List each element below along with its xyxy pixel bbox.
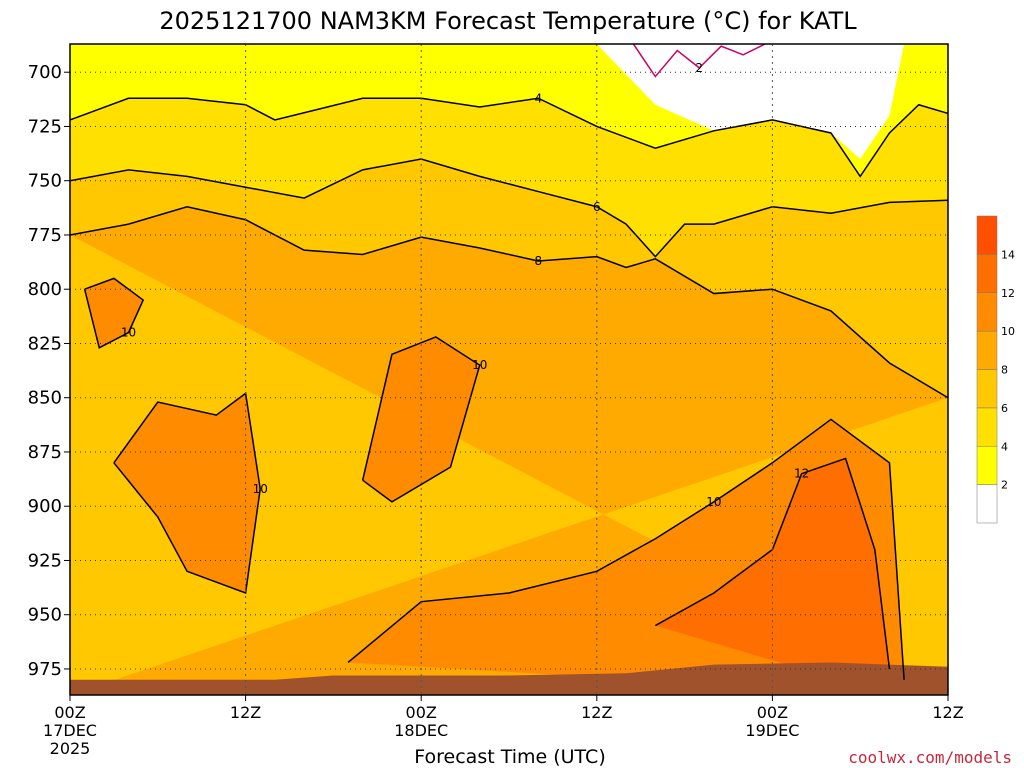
credit-text: coolwx.com/models xyxy=(848,748,1012,767)
x-tick-date: 18DEC xyxy=(394,721,448,740)
colorbar-segment xyxy=(976,407,998,447)
axes: 70072575077580082585087590092595097500Z1… xyxy=(28,43,964,758)
contour-label-12: 12 xyxy=(794,467,809,481)
y-tick-label: 700 xyxy=(28,62,62,83)
band-12-14 xyxy=(655,458,890,695)
colorbar-segment xyxy=(976,369,998,409)
contour-line-10 xyxy=(113,392,261,595)
contour-line-12 xyxy=(654,457,891,670)
contour-label-10: 10 xyxy=(121,326,136,340)
colorbar-tick-label: 6 xyxy=(1001,402,1008,415)
x-tick-label: 00Z xyxy=(406,703,437,722)
colorbar-tick-label: 8 xyxy=(1001,364,1008,377)
y-tick-label: 975 xyxy=(28,659,62,680)
x-tick-label: 12Z xyxy=(230,703,261,722)
y-tick-label: 925 xyxy=(28,550,62,571)
x-tick-label: 00Z xyxy=(54,703,85,722)
colorbar-tick-label: 12 xyxy=(1001,287,1015,300)
colorbar-tick-label: 14 xyxy=(1001,248,1015,261)
y-tick-label: 900 xyxy=(28,496,62,517)
chart-title: 2025121700 NAM3KM Forecast Temperature (… xyxy=(159,7,857,35)
contour-label-4: 4 xyxy=(534,91,542,105)
contour-line-10 xyxy=(83,277,145,349)
colorbar-segment xyxy=(976,330,998,370)
colorbar-segment xyxy=(976,215,998,255)
contour-line-10 xyxy=(361,336,481,503)
contour-line-10 xyxy=(347,418,905,680)
band-below-2 xyxy=(596,44,905,160)
colorbar-segment xyxy=(976,292,998,332)
contour-label-2: 2 xyxy=(695,61,703,75)
contour-line-8 xyxy=(69,205,949,399)
x-tick-label: 12Z xyxy=(932,703,963,722)
y-tick-label: 875 xyxy=(28,442,62,463)
x-tick-year: 2025 xyxy=(50,739,91,758)
contour-line-2 xyxy=(632,43,766,78)
contour-line-6 xyxy=(69,158,949,258)
band-8-10 xyxy=(70,206,948,695)
y-tick-label: 750 xyxy=(28,171,62,192)
y-tick-label: 950 xyxy=(28,605,62,626)
y-tick-label: 775 xyxy=(28,225,62,246)
contour-label-8: 8 xyxy=(534,254,542,268)
colorbar-tick-label: 4 xyxy=(1001,440,1008,453)
x-axis-label: Forecast Time (UTC) xyxy=(414,746,605,768)
colorbar-segment xyxy=(976,484,998,524)
colorbar-tick-label: 2 xyxy=(1001,479,1008,492)
y-tick-label: 850 xyxy=(28,388,62,409)
colorbar: 2 4 6 8 10 12 14 xyxy=(976,215,1015,524)
colorbar-tick-label: 10 xyxy=(1001,325,1015,338)
y-tick-label: 800 xyxy=(28,279,62,300)
x-tick-label: 00Z xyxy=(757,703,788,722)
contour-label-10: 10 xyxy=(253,482,268,496)
band-10-12 xyxy=(362,336,480,695)
x-tick-date: 19DEC xyxy=(745,721,799,740)
ground-area xyxy=(70,662,948,695)
colorbar-segment xyxy=(976,254,998,293)
x-tick-date: 17DEC xyxy=(43,721,97,740)
contour-label-10: 10 xyxy=(706,495,721,509)
plot-area: 24681010101012 xyxy=(69,43,949,695)
y-tick-label: 825 xyxy=(28,333,62,354)
contour-label-10: 10 xyxy=(472,358,487,372)
x-tick-label: 12Z xyxy=(581,703,612,722)
colorbar-segment xyxy=(976,446,998,485)
band-10-12 xyxy=(113,393,261,695)
plot-frame xyxy=(69,43,949,696)
y-tick-label: 725 xyxy=(28,116,62,137)
